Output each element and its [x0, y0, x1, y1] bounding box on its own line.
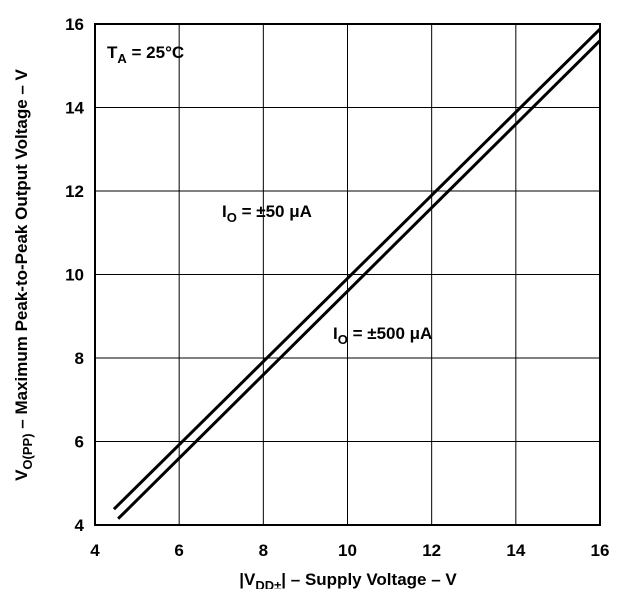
- y-tick-label-2: 8: [75, 349, 84, 368]
- x-tick-label-5: 14: [506, 541, 525, 560]
- plot-frame: [94, 23, 601, 526]
- y-tick-label-0: 4: [75, 516, 85, 535]
- y-axis-label: VO(PP) – Maximum Peak-to-Peak Output Vol…: [12, 68, 35, 480]
- x-tick-label-4: 12: [422, 541, 441, 560]
- y-tick-label-1: 6: [75, 433, 84, 452]
- x-tick-label-6: 16: [591, 541, 610, 560]
- temperature-annotation: TA = 25°C: [107, 43, 184, 66]
- y-tick-label-4: 12: [65, 182, 84, 201]
- x-axis-label: |VDD±| – Supply Voltage – V: [239, 570, 457, 589]
- grid-lines: [94, 23, 601, 526]
- x-tick-label-3: 10: [338, 541, 357, 560]
- x-tick-labels: 4 6 8 10 12 14 16: [90, 541, 609, 560]
- series-label-500ua: IO = ±500 μA: [333, 324, 432, 347]
- y-tick-label-5: 14: [65, 99, 84, 118]
- series-line-1: [117, 39, 602, 520]
- y-tick-label-3: 10: [65, 266, 84, 285]
- series-lines: [112, 27, 602, 520]
- x-tick-label-2: 8: [259, 541, 268, 560]
- x-tick-label-0: 4: [90, 541, 100, 560]
- x-tick-label-1: 6: [174, 541, 183, 560]
- series-label-50ua: IO = ±50 μA: [222, 202, 312, 225]
- y-tick-labels: 4 6 8 10 12 14 16: [65, 15, 84, 535]
- y-tick-label-6: 16: [65, 15, 84, 34]
- series-line-0: [112, 27, 602, 511]
